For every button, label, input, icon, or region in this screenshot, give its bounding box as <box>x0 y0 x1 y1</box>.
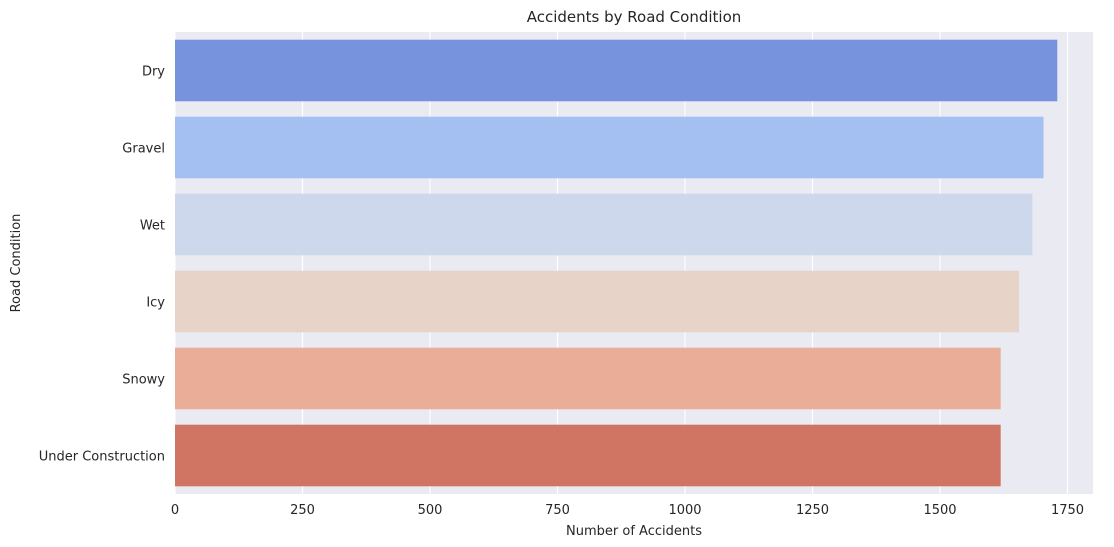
bar-icy <box>175 270 1020 333</box>
x-tick-label: 1000 <box>668 503 701 518</box>
bar-wet <box>175 193 1033 256</box>
x-axis-ticks: 0 250 500 750 1000 1250 1500 1750 <box>171 503 1084 518</box>
x-tick-label: 1750 <box>1051 503 1084 518</box>
y-tick-label: Gravel <box>122 142 165 157</box>
bar-under-construction <box>175 424 1001 487</box>
bars <box>175 39 1058 487</box>
x-axis-label: Number of Accidents <box>566 524 702 539</box>
x-tick-label: 750 <box>545 503 570 518</box>
x-tick-label: 500 <box>418 503 443 518</box>
y-tick-label: Dry <box>142 65 165 80</box>
x-tick-label: 250 <box>290 503 315 518</box>
y-axis-ticks: Dry Gravel Wet Icy Snowy Under Construction <box>39 65 166 465</box>
y-tick-label: Wet <box>140 219 165 234</box>
bar-dry <box>175 39 1058 102</box>
y-axis-label: Road Condition <box>9 214 24 313</box>
bar-gravel <box>175 116 1044 179</box>
grid-lines <box>174 32 1069 494</box>
y-tick-label: Snowy <box>122 373 165 388</box>
chart-title: Accidents by Road Condition <box>527 8 742 26</box>
y-tick-label: Under Construction <box>39 450 165 465</box>
x-tick-label: 1250 <box>796 503 829 518</box>
bar-snowy <box>175 347 1001 410</box>
y-tick-label: Icy <box>146 296 165 311</box>
x-tick-label: 0 <box>171 503 179 518</box>
x-tick-label: 1500 <box>923 503 956 518</box>
